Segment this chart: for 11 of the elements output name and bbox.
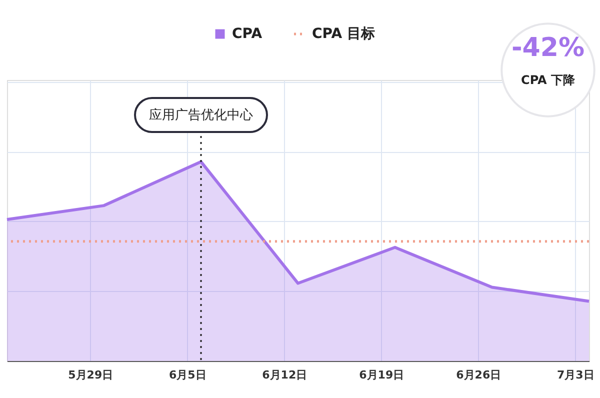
- legend-label: CPA: [232, 26, 262, 42]
- x-tick-label: 6月19日: [359, 368, 404, 382]
- x-tick-label: 6月26日: [456, 368, 502, 382]
- legend-label: CPA 目标: [312, 26, 375, 42]
- ref-line-label: 应用广告优化中心: [149, 107, 253, 123]
- text: -42%: [511, 33, 585, 63]
- x-tick-label: 6月5日: [168, 368, 206, 382]
- x-tick-label: 6月12日: [262, 368, 308, 382]
- x-tick-label: 7月3日: [556, 368, 594, 382]
- x-tick-label: 5月29日: [68, 368, 114, 382]
- text: CPA 下降: [521, 73, 576, 87]
